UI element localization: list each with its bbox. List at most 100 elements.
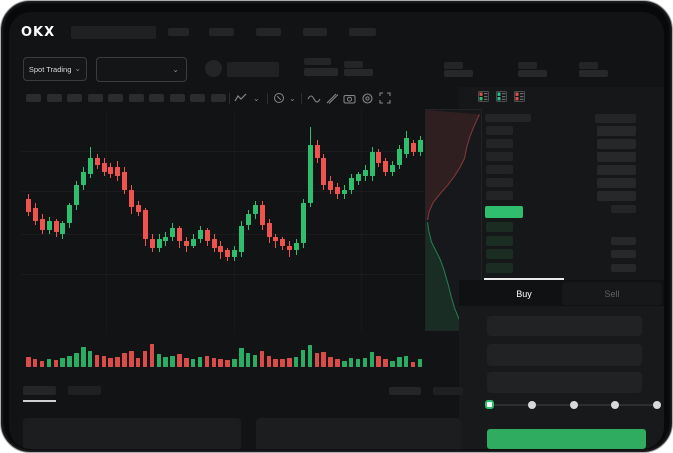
volume-bar	[67, 356, 72, 367]
book-asks-icon[interactable]	[514, 91, 525, 102]
candle	[307, 144, 313, 203]
orders-tab-history[interactable]	[68, 386, 101, 395]
nav-item-3[interactable]	[256, 28, 281, 36]
toolbar-placeholder[interactable]	[67, 94, 82, 102]
market-pair-placeholder[interactable]	[71, 26, 156, 39]
orderbook-row-price[interactable]	[486, 263, 513, 273]
tab-sell[interactable]: Sell	[604, 288, 620, 299]
indicators-icon[interactable]	[273, 92, 286, 105]
candlestick-chart[interactable]	[21, 109, 424, 333]
tab-buy[interactable]: Buy	[516, 288, 532, 299]
volume-bar	[355, 358, 361, 367]
candle	[81, 171, 86, 186]
toolbar-placeholder[interactable]	[190, 94, 205, 102]
orderbook-row-amount[interactable]	[597, 126, 636, 136]
volume-bar	[300, 350, 306, 367]
orderbook-row-amount[interactable]	[597, 165, 636, 175]
orderbook-row-price[interactable]	[486, 165, 513, 174]
camera-icon[interactable]	[343, 93, 356, 104]
candle	[369, 151, 375, 177]
nav-item-5[interactable]	[349, 28, 376, 36]
volume-bar	[403, 355, 409, 367]
slider-handle[interactable]	[485, 400, 494, 409]
orders-action-2[interactable]	[433, 387, 463, 395]
volume-bar	[39, 360, 45, 367]
orderbook-row-amount[interactable]	[611, 250, 636, 258]
orderbook-row-amount[interactable]	[611, 264, 636, 272]
trading-mode-selector[interactable]: Spot Trading ⌄	[23, 57, 87, 81]
slider-stop[interactable]	[569, 401, 578, 409]
volume-bar	[218, 358, 223, 367]
stat-1-label	[304, 58, 331, 65]
gridline	[21, 234, 424, 235]
candle	[328, 180, 334, 190]
toolbar-placeholder[interactable]	[210, 94, 226, 102]
orderbook-row-amount[interactable]	[597, 178, 636, 188]
book-all-icon[interactable]	[478, 91, 489, 102]
fullscreen-icon[interactable]	[379, 92, 391, 104]
orders-tab-open[interactable]	[23, 386, 56, 395]
orderbook-row-price[interactable]	[486, 222, 513, 232]
volume-bar	[328, 357, 333, 367]
toolbar-placeholder[interactable]	[149, 94, 164, 102]
candle	[362, 169, 368, 177]
chevron-down-icon[interactable]: ⌄	[289, 94, 296, 103]
total-input[interactable]	[487, 372, 642, 393]
gridline	[361, 109, 362, 333]
volume-bar	[115, 356, 120, 367]
toolbar-placeholder[interactable]	[128, 94, 144, 102]
wave-icon[interactable]	[307, 93, 321, 104]
ruler-icon[interactable]	[325, 92, 338, 105]
volume-bar	[266, 355, 271, 367]
orderbook-row-price[interactable]	[486, 178, 513, 187]
volume-bar	[26, 356, 31, 367]
orderbook-row-amount[interactable]	[597, 139, 636, 149]
volume-bar	[280, 359, 285, 367]
orderbook-row-price[interactable]	[486, 236, 513, 246]
volume-bar	[314, 353, 319, 367]
candle	[53, 221, 59, 233]
volume-bar	[135, 358, 141, 367]
orderbook-row-amount[interactable]	[611, 205, 636, 213]
gridline	[106, 109, 107, 333]
settings-gear-icon[interactable]	[361, 92, 374, 105]
orderbook-row-price[interactable]	[486, 139, 513, 148]
candle	[197, 230, 203, 239]
pair-dropdown[interactable]: ⌄	[96, 57, 187, 82]
slider-stop[interactable]	[611, 401, 620, 409]
toolbar-placeholder[interactable]	[87, 94, 103, 102]
toolbar-placeholder[interactable]	[169, 94, 185, 102]
orderbook-row-amount[interactable]	[611, 237, 636, 245]
orderbook-last-price[interactable]	[485, 206, 523, 218]
buy-submit-button[interactable]	[487, 429, 646, 449]
nav-item-4[interactable]	[303, 28, 327, 36]
chevron-down-icon: ⌄	[74, 64, 82, 73]
volume-bar	[245, 353, 251, 367]
orderbook-row-price[interactable]	[486, 152, 513, 161]
candle	[177, 227, 183, 242]
gridline	[234, 109, 235, 333]
candle-type-icon[interactable]	[234, 92, 247, 105]
orders-action-1[interactable]	[389, 387, 421, 395]
stat-4-label	[518, 62, 537, 69]
chevron-down-icon[interactable]: ⌄	[253, 94, 260, 103]
book-bids-icon[interactable]	[496, 91, 507, 102]
toolbar-placeholder[interactable]	[108, 94, 123, 102]
amount-input[interactable]	[487, 344, 642, 366]
nav-item-1[interactable]	[168, 28, 189, 36]
candle	[287, 245, 293, 251]
orderbook-row-amount[interactable]	[597, 191, 636, 201]
candle	[321, 158, 327, 186]
orderbook-row-price[interactable]	[486, 191, 513, 200]
orderbook-row-price[interactable]	[486, 126, 513, 135]
orderbook-row-price[interactable]	[486, 249, 513, 259]
slider-stop[interactable]	[653, 401, 661, 409]
nav-item-2[interactable]	[209, 28, 234, 36]
price-input[interactable]	[487, 316, 642, 336]
candle	[94, 158, 100, 165]
toolbar-placeholder[interactable]	[26, 94, 41, 102]
slider-stop[interactable]	[527, 401, 536, 409]
orderbook-row-amount[interactable]	[597, 152, 636, 162]
toolbar-placeholder[interactable]	[46, 94, 62, 102]
volume-bar	[197, 357, 203, 367]
